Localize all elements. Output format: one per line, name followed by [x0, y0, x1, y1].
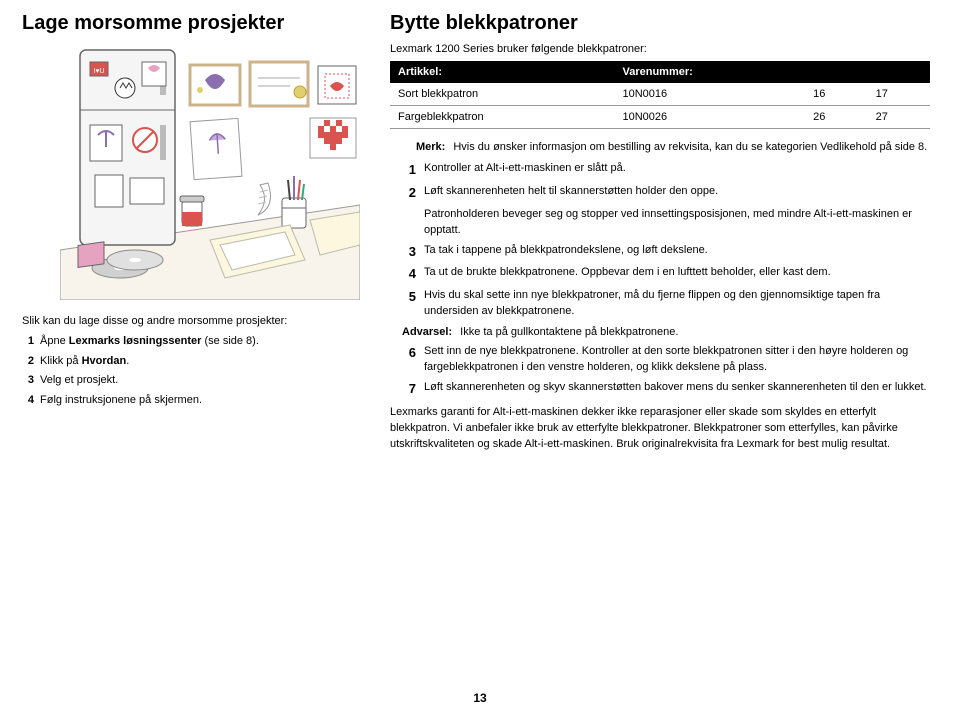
note-text: Hvis du ønsker informasjon om bestilling…	[453, 141, 927, 153]
main-step: 1Kontroller at Alt-i-ett-maskinen er slå…	[402, 161, 930, 180]
sub-paragraph: Patronholderen beveger seg og stopper ve…	[424, 207, 930, 239]
right-column: Bytte blekkpatroner Lexmark 1200 Series …	[390, 12, 930, 453]
left-step: 3Velg et prosjekt.	[22, 372, 362, 389]
warning-row: Advarsel: Ikke ta på gullkontaktene på b…	[402, 326, 930, 338]
table-header: Varenummer:	[614, 61, 805, 83]
steps-group-c: 6Sett inn de nye blekkpatronene. Kontrol…	[402, 344, 930, 399]
left-step: 4Følg instruksjonene på skjermen.	[22, 392, 362, 409]
warning-text: Ikke ta på gullkontaktene på blekkpatron…	[460, 326, 678, 338]
cartridge-table: Artikkel:Varenummer: Sort blekkpatron10N…	[390, 61, 930, 129]
left-title: Lage morsomme prosjekter	[22, 12, 362, 35]
main-step: 4Ta ut de brukte blekkpatronene. Oppbeva…	[402, 265, 930, 284]
table-row: Sort blekkpatron10N00161617	[390, 83, 930, 106]
left-step: 2Klikk på Hvordan.	[22, 353, 362, 370]
svg-text:I♥U: I♥U	[93, 68, 104, 75]
steps-group-b: 3Ta tak i tappene på blekkpatrondekslene…	[402, 243, 930, 321]
note-label: Merk:	[416, 141, 445, 153]
main-step: 5Hvis du skal sette inn nye blekkpatrone…	[402, 288, 930, 320]
bottom-paragraph: Lexmarks garanti for Alt-i-ett-maskinen …	[390, 405, 930, 453]
main-step: 6Sett inn de nye blekkpatronene. Kontrol…	[402, 344, 930, 376]
right-title: Bytte blekkpatroner	[390, 12, 930, 35]
steps-group-a: 1Kontroller at Alt-i-ett-maskinen er slå…	[402, 161, 930, 203]
table-header	[805, 61, 867, 83]
note-row: Merk: Hvis du ønsker informasjon om best…	[416, 141, 930, 153]
right-intro: Lexmark 1200 Series bruker følgende blek…	[390, 43, 930, 55]
main-step: 2Løft skannerenheten helt til skannerstø…	[402, 184, 930, 203]
table-row: Fargeblekkpatron10N00262627	[390, 106, 930, 129]
left-intro: Slik kan du lage disse og andre morsomme…	[22, 315, 362, 327]
warning-label: Advarsel:	[402, 326, 452, 338]
craft-illustration: I♥U	[60, 40, 360, 300]
left-step: 1Åpne Lexmarks løsningssenter (se side 8…	[22, 333, 362, 350]
left-steps: 1Åpne Lexmarks løsningssenter (se side 8…	[22, 333, 362, 408]
main-step: 3Ta tak i tappene på blekkpatrondekslene…	[402, 243, 930, 262]
page-number: 13	[473, 691, 486, 705]
table-header: Artikkel:	[390, 61, 614, 83]
main-step: 7Løft skannerenheten og skyv skannerstøt…	[402, 380, 930, 399]
table-header	[868, 61, 930, 83]
